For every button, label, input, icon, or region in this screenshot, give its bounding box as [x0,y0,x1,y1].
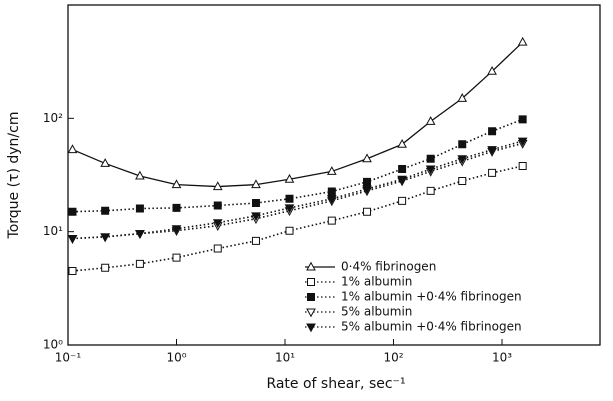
marker [518,161,527,170]
marker [172,203,181,212]
x-tick-label: 10⁻¹ [55,351,82,365]
y-tick-label: 10² [43,111,63,125]
legend-label: 0·4% fibrinogen [341,260,436,274]
marker [67,144,78,154]
marker [251,179,261,189]
marker [398,165,407,174]
marker [458,140,467,149]
legend-label: 1% albumin +0·4% fibrinogen [341,290,522,304]
marker [100,233,110,243]
series-line [72,140,523,240]
plot-frame [67,4,601,346]
marker [517,137,528,147]
marker [251,212,261,222]
marker [213,201,222,210]
legend-marker [306,308,316,318]
marker [457,93,468,102]
x-axis-label: Rate of shear, sec⁻¹ [266,376,405,392]
marker [326,166,337,175]
marker [213,244,222,253]
marker [172,253,181,262]
marker [362,153,372,163]
marker [397,175,407,185]
marker [251,236,260,245]
legend-marker [306,261,316,271]
legend-marker [307,293,315,301]
series-line [72,142,523,240]
x-tick-label: 10¹ [275,351,295,365]
marker [363,177,372,186]
marker [284,204,295,214]
marker [488,127,497,136]
marker [285,194,294,203]
y-tick-label: 10¹ [43,224,63,238]
series-line [72,118,523,213]
marker [518,115,527,124]
marker [285,226,294,235]
marker [135,204,144,213]
marker [101,263,110,272]
marker [171,225,182,235]
y-axis-label: Torque (τ) dyn/cm [6,112,22,240]
marker [517,36,528,46]
marker [251,199,260,208]
marker [67,235,78,244]
y-tick-label: 10⁰ [43,338,63,352]
marker [135,230,145,240]
series-line [72,165,523,272]
marker [362,185,372,195]
marker [135,170,145,180]
marker [171,179,182,189]
marker [327,216,336,225]
marker [487,146,497,155]
x-tick-label: 10⁰ [166,351,186,365]
legend-label: 5% albumin [341,305,412,319]
marker [212,181,223,191]
legend-label: 1% albumin [341,275,412,289]
marker [426,186,435,195]
marker [426,154,435,163]
legend-marker [307,278,315,286]
marker [425,165,436,175]
marker [101,206,110,215]
marker [135,259,144,268]
x-tick-label: 10³ [492,351,512,365]
x-tick-label: 10² [383,351,403,365]
marker [425,116,436,125]
marker [457,155,468,165]
marker [68,266,77,275]
marker [398,196,407,205]
series-line [72,41,524,188]
marker [68,207,77,216]
legend-label: 5% albumin +0·4% fibrinogen [341,320,522,334]
legend-marker [306,323,316,333]
marker [363,207,372,216]
marker [212,219,223,229]
marker [488,168,497,177]
marker [284,173,295,183]
marker [458,176,467,185]
marker [326,195,337,205]
marker [327,187,336,196]
marker [397,138,407,148]
marker [100,158,110,167]
marker [487,65,497,75]
